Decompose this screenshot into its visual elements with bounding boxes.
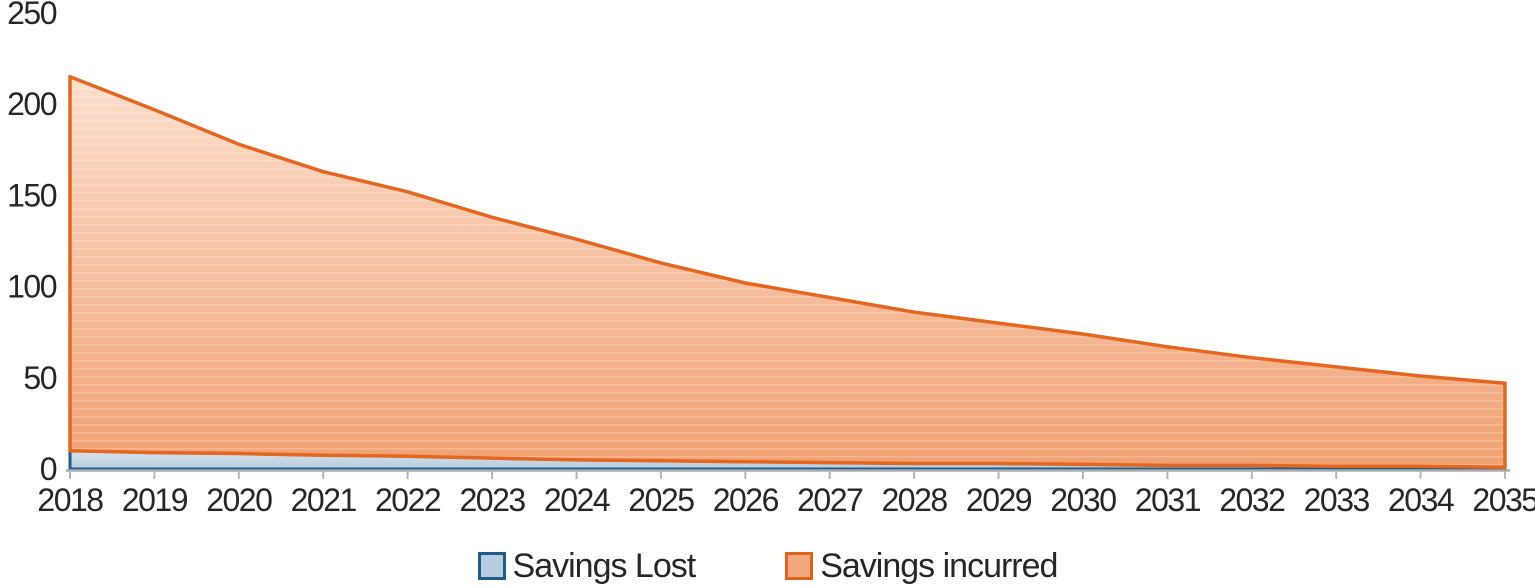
y-tick-label: 150 bbox=[7, 177, 57, 213]
legend-item-savings-incurred: Savings incurred bbox=[785, 547, 1058, 585]
x-tick-label: 2020 bbox=[206, 482, 272, 518]
x-tick-label: 2023 bbox=[460, 482, 526, 518]
legend-item-savings-lost: Savings Lost bbox=[477, 547, 697, 585]
savings-incurred-area-border bbox=[68, 75, 1507, 469]
stacked-area-chart: 2018 2019 2020 2021 2022 2023 2024 2025 2026 2027… bbox=[7, 0, 1535, 518]
x-tick-label: 2018 bbox=[37, 482, 103, 518]
x-tick-label: 2027 bbox=[797, 482, 863, 518]
savings-incurred-swatch-icon bbox=[785, 552, 814, 580]
x-tick-label: 2029 bbox=[966, 482, 1032, 518]
y-tick-label: 100 bbox=[7, 269, 57, 305]
x-tick-label: 2019 bbox=[122, 482, 188, 518]
x-tick-label: 2035 bbox=[1472, 482, 1535, 518]
legend-label-savings-lost: Savings Lost bbox=[512, 547, 697, 585]
y-tick-label: 250 bbox=[7, 0, 57, 31]
x-tick-label: 2034 bbox=[1388, 482, 1454, 518]
x-tick-label: 2025 bbox=[628, 482, 694, 518]
x-tick-label: 2031 bbox=[1135, 482, 1201, 518]
y-tick-label: 0 bbox=[40, 451, 57, 487]
chart-legend: Savings Lost Savings incurred bbox=[0, 544, 1535, 588]
x-tick-label: 2032 bbox=[1219, 482, 1285, 518]
x-tick-label: 2024 bbox=[544, 482, 610, 518]
x-tick-label: 2021 bbox=[291, 482, 357, 518]
y-tick-label: 50 bbox=[23, 360, 56, 396]
x-tick-label: 2033 bbox=[1304, 482, 1370, 518]
savings-lost-swatch-icon bbox=[477, 552, 506, 580]
x-tick-label: 2028 bbox=[882, 482, 948, 518]
legend-label-savings-incurred: Savings incurred bbox=[820, 547, 1058, 585]
x-tick-label: 2026 bbox=[713, 482, 779, 518]
x-tick-label: 2022 bbox=[375, 482, 441, 518]
x-tick-label: 2030 bbox=[1050, 482, 1116, 518]
y-tick-label: 200 bbox=[7, 86, 57, 122]
